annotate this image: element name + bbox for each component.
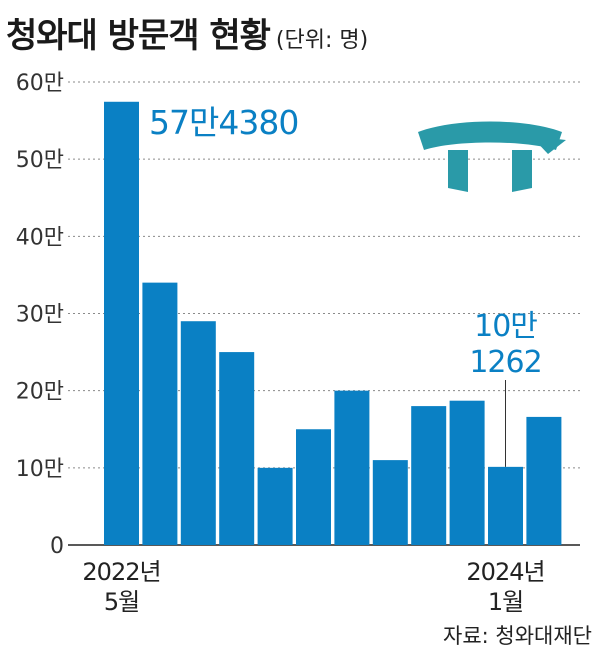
cheongwadae-roof-icon	[418, 121, 566, 192]
unit-label: (단위: 명)	[275, 28, 369, 53]
bar	[219, 352, 255, 545]
bar	[411, 406, 447, 545]
x-tick-label: 2022년	[82, 558, 160, 586]
bar	[488, 466, 523, 545]
bar	[104, 101, 139, 545]
pillar-right	[512, 150, 532, 192]
y-axis-ticks: 0 10만 20만 30만 40만 50만 60만	[16, 71, 64, 559]
bar	[180, 321, 216, 545]
bar	[334, 390, 370, 545]
y-tick-label: 20만	[16, 380, 64, 405]
bar	[449, 400, 485, 545]
bar	[296, 429, 331, 545]
pillar-left	[448, 150, 468, 192]
x-tick-label: 1월	[488, 588, 523, 616]
x-tick-label: 2024년	[466, 558, 544, 586]
chart-title: 청와대 방문객 현황	[6, 16, 271, 56]
chart-header: 청와대 방문객 현황 (단위: 명)	[6, 8, 368, 57]
bar	[257, 467, 293, 545]
x-tick-label: 5월	[104, 588, 139, 616]
roof-shape	[418, 121, 562, 150]
y-tick-label: 10만	[16, 457, 64, 482]
bar	[526, 416, 562, 545]
bars	[104, 101, 562, 545]
data-label: 10만	[474, 309, 537, 344]
source-note: 자료: 청와대재단	[443, 624, 592, 648]
data-label: 1262	[469, 345, 541, 380]
data-label: 57만4380	[149, 103, 298, 142]
y-tick-label: 0	[50, 534, 64, 559]
bar	[142, 282, 178, 545]
y-tick-label: 60만	[16, 71, 64, 96]
y-tick-label: 50만	[16, 148, 64, 173]
roof-right-eave	[531, 136, 566, 154]
y-tick-label: 40만	[16, 225, 64, 250]
y-tick-label: 30만	[16, 303, 64, 328]
bar	[372, 460, 408, 545]
